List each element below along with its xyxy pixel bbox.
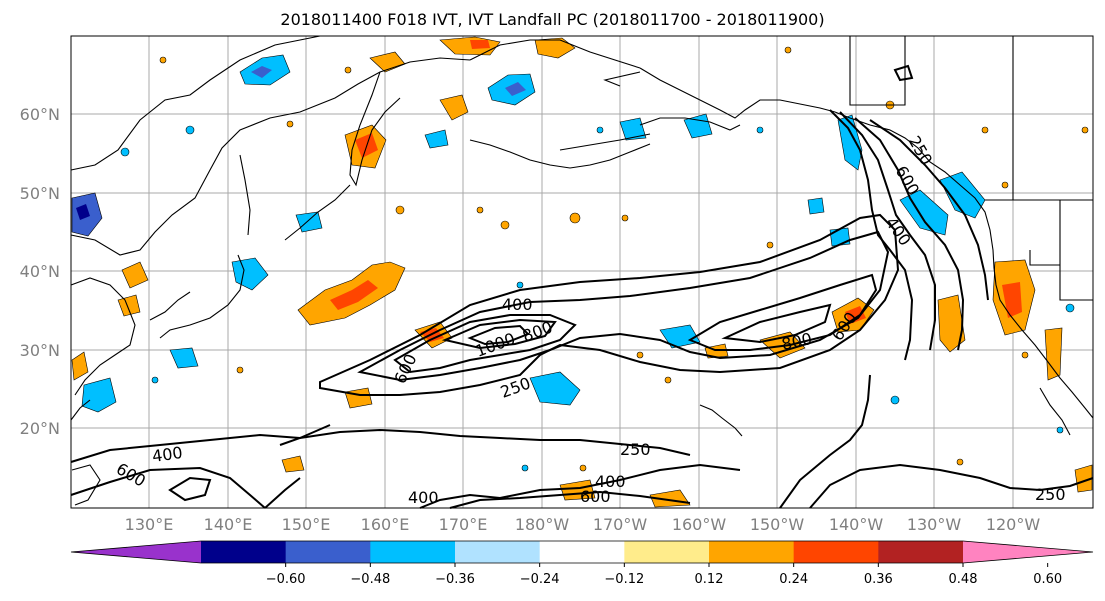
lat-label: 50°N [20,184,60,203]
lat-label: 30°N [20,341,60,360]
lat-label: 40°N [20,262,60,281]
contour-label: 400 [408,488,439,507]
lon-label: 170°W [593,515,648,534]
colorbar-tick-label: −0.12 [604,572,644,587]
colorbar-tick-label: −0.48 [350,572,390,587]
colorbar-tick-label: 0.24 [779,572,808,587]
colorbar-cell [624,541,710,563]
colorbar-tick-label: −0.36 [435,572,475,587]
coastlines [70,35,1094,506]
colorbar-cell [285,541,371,563]
colorbar-cell [455,541,541,563]
lat-label: 20°N [20,419,60,438]
lat-label: 60°N [20,105,60,124]
map-frame [70,35,1094,509]
colorbar-cell [878,541,964,563]
lon-label: 160°E [361,515,410,534]
lon-label: 150°W [750,515,805,534]
lon-label: 120°W [986,515,1041,534]
latitude-labels: 60°N 50°N 40°N 30°N 20°N [20,105,60,438]
lon-label: 150°E [282,515,331,534]
filled-anomalies [71,36,1093,508]
colorbar-cells [70,540,1094,564]
colorbar: −0.60 −0.48 −0.36 −0.24 −0.12 0.12 0.24 0.36 0.4… [70,540,1094,587]
contour-label: 600 [580,487,611,506]
lon-label: 140°W [829,515,884,534]
colorbar-tick-label: −0.60 [266,572,306,587]
colorbar-cell [963,541,1093,563]
contour-label: 400 [595,472,626,491]
map-panel [71,36,1093,508]
colorbar-tick-label: 0.48 [949,572,978,587]
colorbar-cell [709,541,795,563]
lon-label: 180°W [515,515,570,534]
colorbar-tick-label: 0.60 [1033,572,1062,587]
colorbar-cell [370,541,456,563]
colorbar-ticks: −0.60 −0.48 −0.36 −0.24 −0.12 0.12 0.24 0.36 0.4… [266,563,1062,587]
contour-label: 400 [151,443,184,466]
lon-label: 170°E [439,515,488,534]
colorbar-tick-label: −0.24 [520,572,560,587]
lon-label: 140°E [204,515,253,534]
lon-label: 130°E [125,515,174,534]
lon-label: 130°W [907,515,962,534]
map-title: 2018011400 F018 IVT, IVT Landfall PC (20… [280,10,825,29]
ivt-contours [70,64,1094,509]
colorbar-cell [793,541,879,563]
contour-label: 400 [502,295,533,314]
colorbar-cell [201,541,287,563]
colorbar-outline [70,540,1094,564]
colorbar-tick-label: 0.12 [695,572,724,587]
colorbar-tick-label: 0.36 [864,572,893,587]
colorbar-cell [71,541,201,563]
lon-label: 160°W [672,515,727,534]
contour-label: 250 [620,440,651,459]
contour-label: 250 [1035,485,1066,504]
colorbar-cell [539,541,625,563]
longitude-labels: 130°E 140°E 150°E 160°E 170°E 180°W 170°… [125,515,1041,534]
